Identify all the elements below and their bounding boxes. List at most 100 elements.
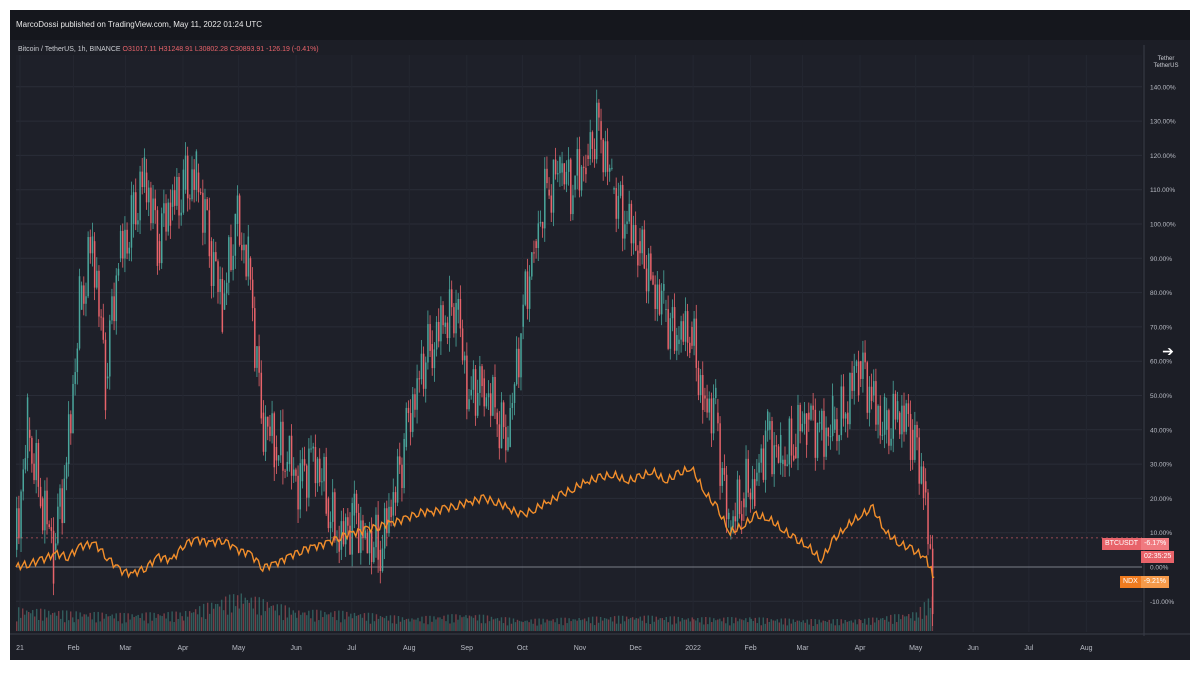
candle-body — [409, 413, 412, 432]
volume-bar — [58, 611, 60, 631]
volume-bar — [498, 620, 501, 631]
candle-body — [297, 475, 299, 510]
volume-bar — [703, 624, 705, 631]
volume-bar — [840, 619, 842, 631]
symbol-legend[interactable]: Bitcoin / TetherUS, 1h, BINANCE O31017.1… — [18, 46, 319, 53]
volume-bar — [504, 617, 507, 631]
volume-bar — [876, 617, 878, 631]
candle-body — [596, 102, 598, 160]
volume-bar — [214, 604, 217, 631]
x-tick-label: Aug — [1080, 645, 1093, 652]
volume-bar — [923, 602, 926, 631]
volume-bar — [109, 615, 111, 631]
candle-body — [587, 155, 589, 160]
candle-body — [33, 463, 35, 481]
volume-bar — [568, 618, 570, 631]
candle-body — [881, 434, 884, 436]
volume-bar — [431, 621, 433, 631]
candle-body — [760, 448, 762, 463]
candle-body — [44, 490, 46, 531]
volume-bar — [705, 617, 707, 631]
volume-bar — [260, 615, 263, 631]
volume-bar — [764, 623, 766, 631]
candle-body — [472, 369, 475, 390]
candle-body — [500, 402, 503, 449]
candle-body — [652, 275, 654, 285]
candle-body — [331, 492, 334, 522]
volume-bar — [83, 614, 85, 631]
volume-bar — [212, 608, 215, 631]
volume-bar — [350, 613, 352, 631]
candle-body — [511, 403, 514, 408]
candle-body — [788, 418, 791, 465]
candle-body — [572, 195, 574, 215]
volume-bar — [351, 618, 354, 631]
candle-body — [857, 361, 860, 396]
volume-bar — [894, 614, 896, 631]
candle-body — [48, 524, 50, 528]
volume-bar — [754, 617, 756, 631]
currency-label[interactable]: Tether TetherUS — [1153, 56, 1179, 69]
volume-bar — [91, 619, 93, 631]
volume-bar — [550, 620, 552, 631]
candle-body — [390, 506, 392, 518]
candle-body — [122, 230, 124, 259]
volume-bar — [599, 616, 602, 631]
volume-bar — [455, 614, 457, 631]
volume-bar — [340, 622, 342, 631]
volume-bar — [443, 615, 445, 631]
candle-body — [22, 469, 24, 492]
candle-body — [329, 521, 332, 529]
btc-price-tag: BTCUSDT -6.17% — [1102, 538, 1170, 550]
volume-bar — [822, 620, 824, 631]
volume-bar — [266, 602, 269, 631]
volume-bar — [445, 621, 447, 631]
volume-bar — [892, 623, 894, 631]
volume-bar — [117, 621, 119, 631]
volume-bar — [411, 618, 413, 631]
volume-bar — [496, 618, 499, 631]
volume-bar — [627, 619, 630, 631]
volume-bar — [77, 619, 79, 631]
candle-body — [557, 173, 559, 175]
candle-body — [463, 355, 466, 361]
candle-body — [823, 410, 825, 457]
candle-body — [100, 316, 102, 318]
volume-bar — [40, 608, 42, 631]
candle-body — [608, 168, 611, 172]
x-tick-label: Nov — [574, 645, 587, 652]
candle-body — [210, 241, 213, 286]
volume-bar — [484, 623, 487, 631]
volume-bar — [828, 619, 830, 631]
candle-body — [225, 282, 228, 294]
volume-bar — [758, 617, 760, 631]
candle-body — [918, 437, 920, 484]
candle-body — [630, 203, 633, 244]
candle-body — [271, 413, 273, 436]
candle-body — [736, 479, 739, 522]
ndx-symbol-tag: NDX — [1120, 576, 1141, 588]
candle-body — [364, 530, 366, 539]
scroll-to-realtime-icon[interactable]: ➔ — [1162, 343, 1174, 359]
volume-bar — [304, 612, 306, 631]
volume-bar — [752, 621, 754, 631]
volume-bar — [32, 610, 34, 631]
candle-body — [148, 187, 150, 203]
y-tick-label: 70.00% — [1150, 324, 1172, 331]
candle-body — [689, 342, 691, 353]
volume-bar — [657, 619, 659, 631]
volume-bar — [171, 611, 173, 631]
volume-bar — [766, 618, 768, 631]
volume-bar — [54, 612, 56, 631]
volume-bar — [395, 623, 398, 631]
x-tick-label: Jun — [968, 645, 979, 652]
y-tick-label: 90.00% — [1150, 256, 1172, 263]
volume-bar — [34, 616, 36, 631]
volume-bar — [723, 617, 725, 631]
candle-body — [202, 192, 204, 233]
volume-bar — [516, 619, 519, 631]
price-chart[interactable]: 140.00% 130.00% 120.00% 110.00% 100.00% 90.00… — [10, 10, 1190, 660]
volume-bar — [737, 621, 739, 631]
volume-bar — [693, 619, 695, 631]
volume-bar — [844, 619, 846, 631]
